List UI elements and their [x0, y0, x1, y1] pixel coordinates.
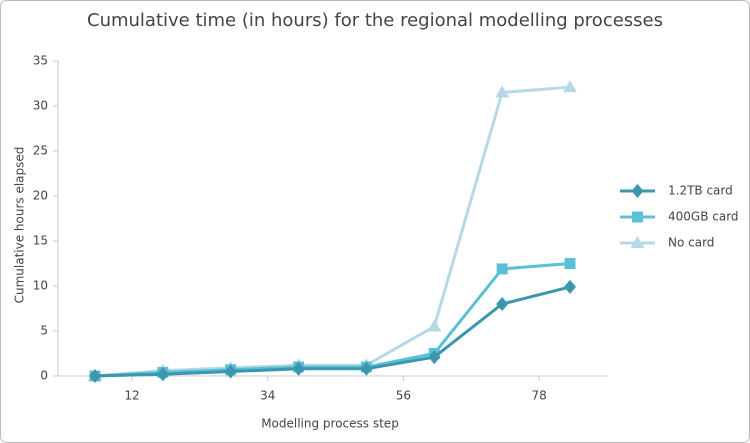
y-tick-label: 30 — [33, 99, 48, 113]
data-point — [89, 369, 102, 383]
y-tick-label: 15 — [33, 234, 48, 248]
y-tick-label: 10 — [33, 279, 48, 293]
y-tick-label: 20 — [33, 189, 48, 203]
data-point — [360, 361, 373, 376]
x-tick-label: 56 — [396, 389, 411, 403]
y-tick-label: 35 — [33, 54, 48, 68]
legend-label: 1.2TB card — [668, 184, 733, 198]
x-axis-label: Modelling process step — [261, 417, 399, 431]
data-point — [496, 297, 509, 311]
legend-label: No card — [668, 236, 714, 250]
legend-marker — [630, 236, 645, 248]
data-point — [496, 263, 508, 275]
y-axis-label: Cumulative hours elapsed — [13, 147, 27, 304]
y-tick-label: 5 — [40, 324, 48, 338]
x-tick-label: 12 — [124, 389, 139, 403]
data-point — [563, 279, 576, 294]
data-point — [427, 319, 442, 332]
x-tick-label: 78 — [532, 389, 547, 403]
legend-marker — [631, 184, 644, 198]
chart-title: Cumulative time (in hours) for the regio… — [87, 10, 663, 31]
series-line — [94, 285, 571, 378]
x-tick-label: 34 — [260, 389, 275, 403]
legend-label: 400GB card — [668, 210, 739, 224]
data-point — [292, 361, 305, 376]
series-line — [94, 85, 571, 378]
data-point — [564, 258, 576, 269]
data-point — [156, 367, 169, 382]
data-point — [224, 364, 237, 379]
y-tick-label: 0 — [40, 369, 48, 383]
legend-marker — [632, 211, 643, 223]
series-line — [94, 262, 571, 378]
data-point — [428, 350, 441, 365]
data-point — [562, 80, 577, 93]
y-tick-label: 25 — [33, 144, 48, 158]
data-point — [495, 85, 510, 98]
